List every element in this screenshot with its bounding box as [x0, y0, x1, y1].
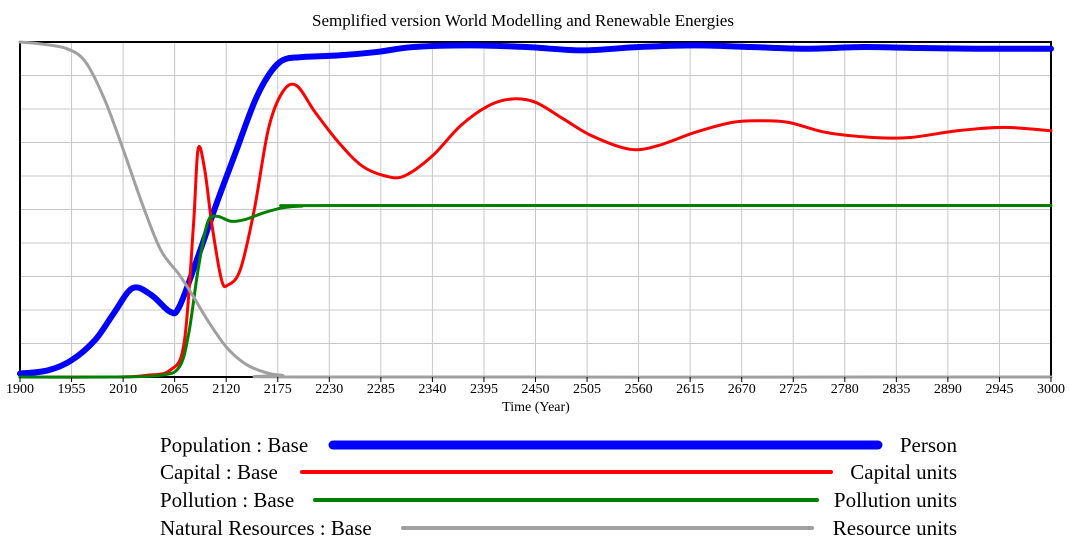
- x-tick-label: 2780: [831, 382, 859, 397]
- series-line-capital: [18, 82, 1053, 379]
- legend-unit-capital: Capital units: [850, 460, 957, 484]
- legend-label-natural-resources: Natural Resources : Base: [160, 516, 372, 540]
- legend-label-population: Population : Base: [160, 433, 308, 457]
- legend: Population : Base Person Capital : Base Cap…: [160, 433, 957, 540]
- x-tick-label: 1900: [6, 382, 34, 397]
- grid-lines: [20, 42, 1051, 377]
- x-tick-label: 2505: [573, 382, 601, 397]
- series-lines: [17, 40, 1054, 379]
- legend-label-capital: Capital : Base: [160, 460, 278, 484]
- x-tick-label: 2945: [985, 382, 1013, 397]
- x-tick-label: 1955: [58, 382, 86, 397]
- x-tick-label: 2450: [522, 382, 550, 397]
- x-tick-label: 2285: [367, 382, 395, 397]
- series-line-population: [17, 42, 1054, 377]
- x-tick-label: 3000: [1037, 382, 1065, 397]
- x-axis-label: Time (Year): [502, 400, 570, 415]
- x-tick-label: 2615: [676, 382, 704, 397]
- x-tick-label: 2835: [882, 382, 910, 397]
- legend-unit-natural-resources: Resource units: [833, 516, 957, 540]
- x-tick-label: 2395: [470, 382, 498, 397]
- x-axis-ticks: 1900 1955 2010 2065 2120 2175 2230 2285 2340 2395…: [6, 377, 1065, 397]
- x-tick-label: 2670: [728, 382, 756, 397]
- legend-label-pollution: Pollution : Base: [160, 488, 294, 512]
- x-tick-label: 2890: [934, 382, 962, 397]
- series-line-natural-resources: [18, 40, 1053, 379]
- legend-unit-population: Person: [900, 433, 958, 457]
- x-tick-label: 2340: [418, 382, 446, 397]
- chart-title: Semplified version World Modelling and R…: [312, 11, 734, 30]
- x-tick-label: 2230: [315, 382, 343, 397]
- x-tick-label: 2725: [779, 382, 807, 397]
- legend-unit-pollution: Pollution units: [834, 488, 957, 512]
- x-tick-label: 2560: [625, 382, 653, 397]
- x-tick-label: 2120: [212, 382, 240, 397]
- x-tick-label: 2065: [161, 382, 189, 397]
- x-tick-label: 2175: [264, 382, 292, 397]
- x-tick-label: 2010: [109, 382, 137, 397]
- series-line-pollution: [18, 203, 1053, 379]
